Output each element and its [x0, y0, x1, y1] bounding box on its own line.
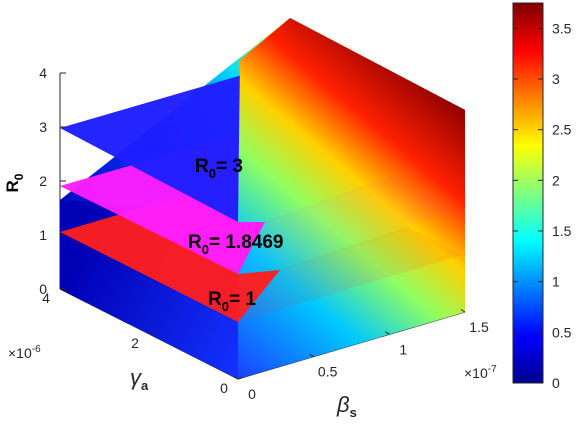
colorbar-tick-label: 0.5 [552, 324, 572, 340]
colorbar-tick-label: 0 [552, 375, 560, 391]
x-tick-label: 1.5 [469, 319, 489, 335]
colorbar-tick-label: 1 [552, 274, 560, 290]
x-axis-ticks: 0 0.5 1 1.5 [233, 309, 489, 402]
svg-text:×10-6: ×10-6 [8, 344, 41, 361]
y-axis-label-sub: a [141, 378, 149, 393]
y-tick-label: 2 [131, 335, 139, 351]
colorbar-tick-label: 3.5 [552, 20, 572, 36]
svg-text:βs: βs [336, 392, 357, 420]
plane-label-name: R [188, 232, 202, 253]
svg-text:R0: R0 [3, 173, 26, 192]
x-axis-label-main: β [336, 392, 350, 417]
plane-label-sub: 0 [209, 166, 216, 181]
plane-label-name: R [208, 289, 222, 310]
z-axis-label-main: R [3, 180, 22, 192]
plane-label-value: = 1.8469 [209, 232, 284, 253]
z-tick-label: 3 [39, 119, 47, 135]
colorbar: 0 0.5 1 1.5 2 2.5 3 3.5 [512, 2, 572, 391]
y-tick-mark [59, 287, 66, 290]
z-axis-label-sub: 0 [12, 173, 26, 180]
plane-label: R0= 3 [195, 156, 243, 181]
plane-label-value: = 3 [216, 156, 243, 177]
svg-text:γa: γa [130, 365, 149, 393]
plane-label-value: = 1 [229, 289, 256, 310]
plane-label-sub: 0 [222, 299, 229, 314]
y-multiplier-exp: -6 [32, 344, 41, 355]
svg-text:×10-7: ×10-7 [464, 364, 497, 381]
x-tick-label: 1 [399, 341, 407, 357]
colorbar-gradient [512, 2, 544, 384]
y-tick-label: 0 [220, 380, 228, 396]
x-axis-label-sub: s [350, 405, 357, 420]
plane-label: R0= 1 [208, 289, 256, 314]
y-tick-mark [237, 377, 244, 380]
surface-over-plane3 [238, 18, 465, 222]
x-multiplier-exp: -7 [488, 364, 497, 375]
x-tick-label: 0 [248, 386, 256, 402]
z-axis-label: R0 [3, 173, 26, 192]
y-multiplier: ×10-6 [8, 344, 41, 361]
plane-label-sub: 0 [202, 242, 209, 257]
z-tick-label: 4 [39, 65, 47, 81]
plane-label: R0= 1.8469 [188, 232, 283, 257]
surface-over-plane1 [238, 210, 462, 322]
y-tick-mark [148, 332, 155, 335]
x-tick-label: 0.5 [318, 364, 338, 380]
z-tick-label: 1 [39, 227, 47, 243]
colorbar-tick-label: 1.5 [552, 223, 572, 239]
y-axis-ticks: 0 2 4 [42, 287, 244, 396]
colorbar-tick-label: 3 [552, 71, 560, 87]
x-tick-mark [385, 331, 390, 335]
x-multiplier-base: ×10 [464, 365, 488, 381]
colorbar-ticks: 0 0.5 1 1.5 2 2.5 3 3.5 [513, 20, 572, 391]
y-axis-label-main: γ [130, 365, 143, 390]
colorbar-tick-label: 2.5 [552, 122, 572, 138]
plane-label-name: R [195, 156, 209, 177]
x-tick-mark [309, 353, 314, 358]
x-tick-mark [233, 376, 239, 380]
x-multiplier: ×10-7 [464, 364, 497, 381]
z-tick-label: 0 [39, 281, 47, 297]
surface-over-plane2 [238, 152, 462, 274]
x-axis-label: βs [336, 392, 357, 420]
y-tick-label: 4 [42, 290, 50, 306]
colorbar-tick-label: 2 [552, 172, 560, 188]
y-axis-label: γa [130, 365, 149, 393]
z-tick-label: 2 [39, 173, 47, 189]
x-tick-mark [460, 309, 466, 313]
y-multiplier-base: ×10 [8, 345, 32, 361]
surface-overlap [238, 18, 465, 322]
